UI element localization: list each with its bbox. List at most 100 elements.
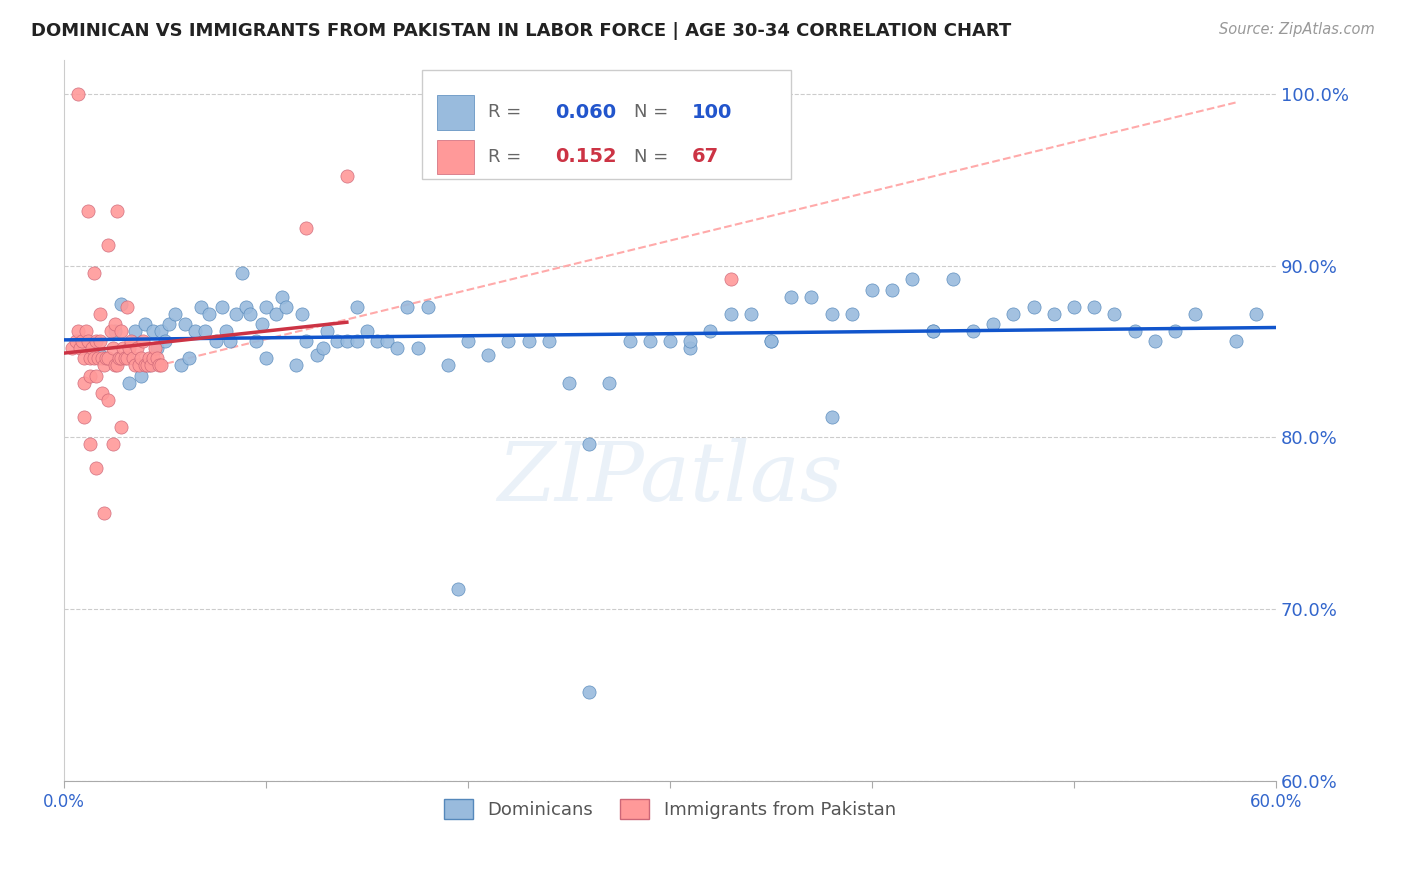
Legend: Dominicans, Immigrants from Pakistan: Dominicans, Immigrants from Pakistan [437, 792, 903, 826]
Point [218, 334, 240, 349]
Point [598, 376, 620, 390]
Point [578, 684, 600, 698]
Text: Source: ZipAtlas.com: Source: ZipAtlas.com [1219, 22, 1375, 37]
Point [86, 461, 108, 475]
Point [638, 87, 661, 101]
Point [841, 307, 863, 321]
Bar [437, 95, 474, 129]
Point [114, 351, 136, 366]
Text: 0.152: 0.152 [555, 147, 616, 166]
Point [157, 317, 180, 331]
Text: ZIPatlas: ZIPatlas [498, 438, 842, 518]
Point [139, 359, 162, 373]
Point [67, 87, 90, 101]
Point [366, 334, 388, 349]
Point [346, 334, 368, 349]
Point [356, 324, 378, 338]
Point [101, 437, 124, 451]
Point [720, 307, 742, 321]
Point [1244, 307, 1267, 321]
Point [65, 334, 87, 349]
Point [214, 324, 236, 338]
Point [305, 348, 328, 362]
Point [146, 341, 169, 355]
Point [69, 341, 91, 355]
Point [1042, 307, 1064, 321]
Point [1063, 300, 1085, 314]
Point [165, 307, 187, 321]
Point [336, 169, 359, 184]
Point [73, 351, 96, 366]
Point [118, 341, 141, 355]
Text: N =: N = [634, 103, 668, 121]
Point [231, 266, 253, 280]
Point [250, 317, 273, 331]
Point [437, 359, 460, 373]
Point [740, 307, 762, 321]
Point [174, 317, 197, 331]
Point [134, 359, 156, 373]
Point [110, 420, 132, 434]
Bar [437, 139, 474, 174]
Point [981, 317, 1004, 331]
Text: 67: 67 [692, 147, 718, 166]
Point [60, 341, 83, 355]
Point [91, 385, 114, 400]
Point [179, 351, 201, 366]
Point [264, 307, 287, 321]
Point [225, 307, 247, 321]
Text: DOMINICAN VS IMMIGRANTS FROM PAKISTAN IN LABOR FORCE | AGE 30-34 CORRELATION CHA: DOMINICAN VS IMMIGRANTS FROM PAKISTAN IN… [31, 22, 1011, 40]
Point [921, 324, 943, 338]
Point [82, 341, 104, 355]
Point [121, 351, 143, 366]
Point [111, 341, 134, 355]
Point [254, 300, 277, 314]
Point [311, 341, 333, 355]
Point [142, 351, 165, 366]
Point [124, 324, 146, 338]
Point [110, 351, 132, 366]
Point [638, 334, 661, 349]
Point [143, 341, 166, 355]
Point [115, 300, 138, 314]
Point [295, 221, 318, 235]
Point [477, 348, 499, 362]
Point [276, 300, 298, 314]
Point [860, 283, 883, 297]
Point [91, 351, 114, 366]
Point [942, 272, 965, 286]
Point [79, 368, 101, 383]
Point [153, 334, 176, 349]
Point [73, 376, 96, 390]
Point [882, 283, 904, 297]
Point [820, 409, 842, 424]
Point [93, 359, 115, 373]
Point [138, 359, 160, 373]
Point [70, 334, 93, 349]
Point [89, 307, 111, 321]
Point [103, 359, 125, 373]
Point [962, 324, 984, 338]
Text: R =: R = [488, 103, 522, 121]
Point [105, 359, 128, 373]
Point [190, 300, 212, 314]
Point [79, 437, 101, 451]
Point [138, 351, 160, 366]
Point [150, 324, 173, 338]
Point [148, 359, 170, 373]
Point [184, 324, 207, 338]
Point [254, 351, 277, 366]
Point [124, 359, 146, 373]
Point [75, 324, 97, 338]
Point [103, 317, 125, 331]
Point [416, 300, 439, 314]
Point [396, 300, 419, 314]
Point [132, 334, 155, 349]
Point [558, 376, 581, 390]
Point [1184, 307, 1206, 321]
Point [1022, 300, 1045, 314]
Point [96, 351, 118, 366]
Point [406, 341, 429, 355]
FancyBboxPatch shape [422, 70, 792, 178]
Point [679, 341, 702, 355]
